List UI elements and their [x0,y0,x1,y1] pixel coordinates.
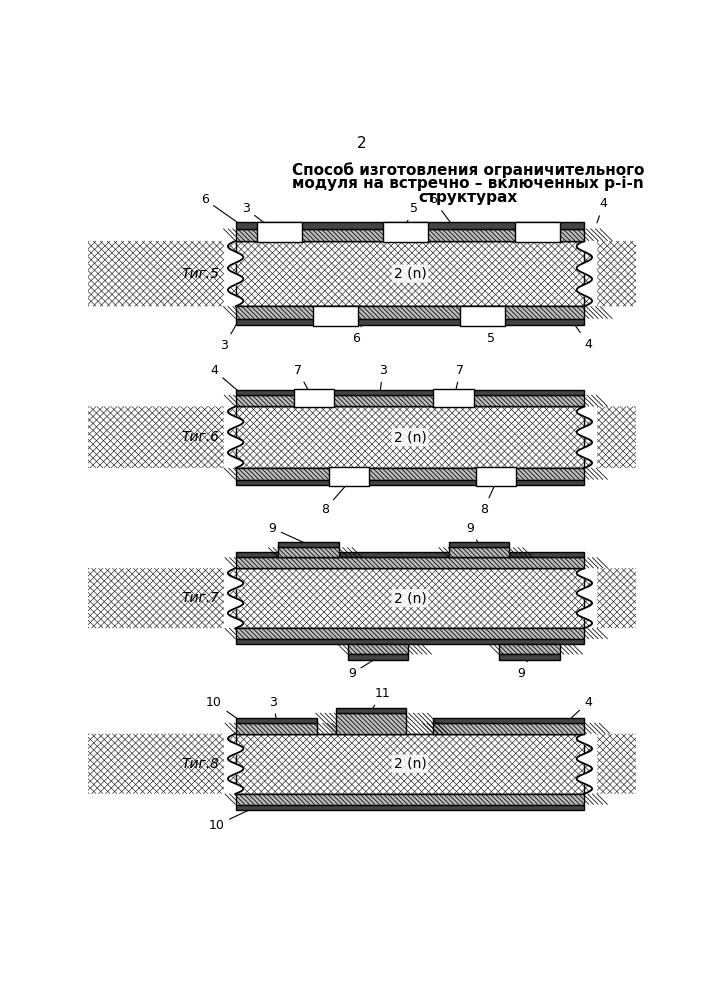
Bar [235,723,317,734]
Text: модуля на встречно – включенных p-i-n: модуля на встречно – включенных p-i-n [292,176,644,191]
Bar [337,713,406,734]
Bar [515,222,559,242]
Bar [499,654,559,660]
Text: 9: 9 [268,522,306,544]
Bar [337,708,406,713]
Bar [499,644,559,654]
Bar [235,306,585,319]
Bar [235,734,585,794]
Bar [235,395,585,406]
Bar [235,557,585,568]
Bar [348,654,409,660]
Bar [235,395,585,406]
Bar [279,542,339,547]
Text: 9: 9 [517,660,528,680]
Text: 5: 5 [484,315,496,345]
Bar [235,568,585,628]
Bar [337,713,406,734]
Bar [235,480,585,485]
Text: 6: 6 [352,315,366,345]
Text: Τиг.5: Τиг.5 [182,267,219,281]
Bar [433,723,585,734]
Bar [476,467,516,486]
Text: 3: 3 [242,202,278,233]
Text: структурах: структурах [419,190,518,205]
Text: 2: 2 [357,136,367,151]
Bar [235,628,585,639]
Bar [235,552,585,557]
Bar [449,542,509,547]
Text: 10: 10 [206,696,238,719]
Bar [235,306,585,319]
Text: Τиг.7: Τиг.7 [182,591,219,605]
Bar [235,639,585,644]
Bar [235,241,585,306]
Bar [449,547,509,557]
Bar [235,229,585,241]
Bar [235,557,585,568]
Text: 2 (n): 2 (n) [394,267,426,281]
Bar [235,389,585,395]
Bar [235,406,585,468]
Text: 3: 3 [269,696,278,726]
Bar [235,794,585,805]
Text: 6: 6 [201,193,240,224]
Bar [257,222,303,242]
Bar [279,547,339,557]
Text: 4: 4 [210,364,238,390]
Bar [235,319,585,325]
Bar [235,718,317,723]
Bar [235,468,585,480]
Bar [235,468,585,480]
Text: 3: 3 [220,315,242,352]
Text: 11: 11 [373,687,391,708]
Bar [235,568,585,628]
Text: Τиг.6: Τиг.6 [182,430,219,444]
Bar [279,547,339,557]
Bar [235,222,585,229]
Bar [433,718,585,723]
Bar [460,306,506,326]
Bar [499,644,559,654]
Text: 2 (n): 2 (n) [394,591,426,605]
Bar [348,644,409,654]
Bar [433,389,474,407]
Text: 9: 9 [467,522,478,542]
Bar [329,467,369,486]
Text: 5: 5 [407,202,418,223]
Text: 6: 6 [429,193,451,223]
Bar [235,794,585,805]
Text: 4: 4 [597,197,608,223]
Text: 4: 4 [571,696,592,718]
Bar [235,229,585,241]
Bar [348,644,409,654]
Text: Способ изготовления ограничительного: Способ изготовления ограничительного [292,162,644,178]
Bar [433,723,585,734]
Bar [235,628,585,639]
Bar [235,723,317,734]
Bar [235,734,585,794]
Text: Τиг.8: Τиг.8 [182,757,219,771]
Bar [313,306,358,326]
Text: 8: 8 [321,484,347,516]
Text: 4: 4 [574,324,592,351]
Bar [449,547,509,557]
Text: 10: 10 [209,808,252,832]
Text: 3: 3 [379,364,387,398]
Bar [235,406,585,468]
Text: 2 (n): 2 (n) [394,757,426,771]
Text: 7: 7 [454,364,464,398]
Bar [383,222,428,242]
Text: 8: 8 [479,485,495,516]
Bar [235,805,585,810]
Text: 2 (n): 2 (n) [394,430,426,444]
Bar [293,389,334,407]
Text: 9: 9 [348,659,376,680]
Text: 7: 7 [293,364,312,398]
Bar [235,241,585,306]
